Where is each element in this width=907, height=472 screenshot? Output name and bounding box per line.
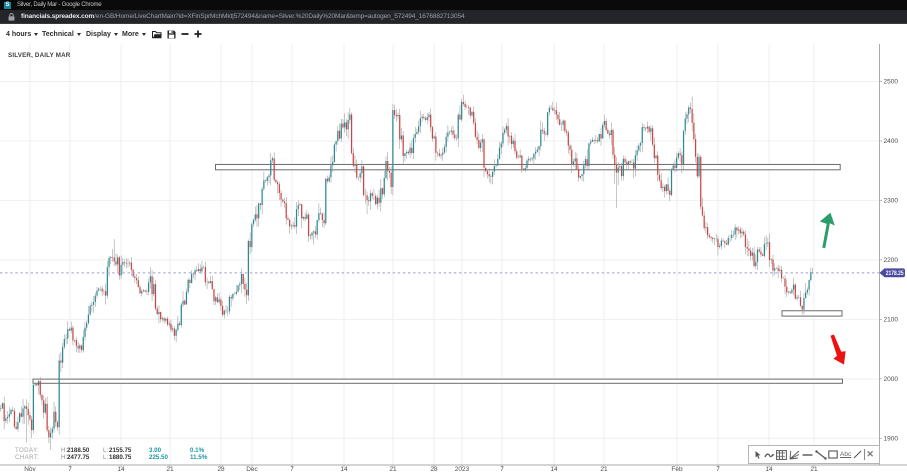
x-axis-label: 21: [166, 466, 174, 472]
current-price-badge: [879, 268, 905, 278]
menu-display[interactable]: Display: [86, 24, 118, 44]
chart-stats-row: CHART: H: 2477.75 L: 1880.75 225.50 11.5%: [0, 454, 260, 461]
menu-display-label: Display: [86, 30, 111, 38]
menu-technical-label: Technical: [42, 30, 74, 38]
horizontal-gridlines: [0, 81, 880, 439]
today-high-value: 2188.50: [67, 446, 90, 454]
chevron-down-icon: [113, 33, 118, 36]
chart-menu-bar: 4 hours Technical Display More: [0, 24, 907, 44]
rectangle-tool-icon[interactable]: [828, 446, 839, 463]
chart-change-value: 225.50: [149, 453, 168, 461]
candlestick-chart-canvas[interactable]: 2500 2400 2300 2200 2100 2000 1900 Nov 7 14 21 28 De…: [0, 44, 907, 472]
chevron-down-icon: [76, 33, 81, 36]
price-chart[interactable]: 2500 2400 2300 2200 2100 2000 1900 Nov 7 14 21 28 De…: [0, 44, 907, 472]
url-path: /en-GB/Home/LiveChartMain?id=XFinSprMchM…: [94, 13, 465, 20]
high-label: H:: [61, 453, 68, 461]
x-axis-label: 14: [550, 466, 558, 472]
curve-tool-icon[interactable]: [764, 446, 775, 463]
y-axis-label: 2400: [884, 138, 899, 145]
zoom-out-icon[interactable]: [181, 24, 189, 44]
today-label: TODAY:: [15, 446, 40, 454]
chart-symbol-label: SILVER, DAILY MAR: [8, 52, 71, 59]
x-axis-label: Nov: [24, 466, 36, 472]
open-folder-icon[interactable]: [152, 24, 162, 44]
x-axis-label: Feb: [671, 466, 683, 472]
drawing-toolbar: Abc ✕: [748, 445, 880, 464]
text-tool-icon[interactable]: Abc: [840, 451, 852, 458]
zoom-in-icon[interactable]: [194, 24, 202, 44]
menu-timeframe[interactable]: 4 hours: [6, 24, 39, 44]
resistance-zone: [215, 163, 841, 171]
low-label: L:: [103, 453, 109, 461]
y-axis-label: 2000: [884, 376, 899, 383]
today-low-value: 2155.75: [109, 446, 132, 454]
lower-support-zone: [32, 378, 843, 384]
fibonacci-grid-tool-icon[interactable]: [776, 446, 788, 463]
menu-more[interactable]: More: [122, 24, 146, 44]
x-axis-label: 2023: [455, 466, 470, 472]
fan-lines-tool-icon[interactable]: [789, 446, 800, 463]
current-price-badge-text: 2178.25: [886, 270, 904, 277]
x-axis-label: Dec: [246, 466, 258, 472]
line-tool-icon[interactable]: [853, 446, 862, 463]
x-axis-label: 14: [765, 466, 773, 472]
save-icon[interactable]: [167, 24, 176, 44]
today-change-value: 3.00: [149, 446, 162, 454]
x-axis-label: 21: [389, 466, 397, 472]
down-arrow-annotation: [830, 334, 846, 365]
toolbar-separator: [863, 449, 865, 460]
menu-timeframe-label: 4 hours: [6, 30, 32, 38]
close-toolbar-icon[interactable]: ✕: [866, 449, 874, 459]
y-axis-label: 1900: [884, 436, 899, 443]
x-axis-label: 21: [600, 466, 608, 472]
url-text[interactable]: financials.spreadex.com/en-GB/Home/LiveC…: [21, 13, 465, 20]
x-axis-label: 7: [716, 466, 720, 472]
high-label: H:: [61, 446, 68, 454]
x-axis-label: 7: [290, 466, 294, 472]
near-support-zone: [781, 310, 843, 317]
low-label: L:: [103, 446, 109, 454]
window-title: Silver, Daily Mar - Google Chrome: [17, 2, 102, 8]
down-candles: [0, 102, 814, 438]
up-candles: [1, 102, 812, 438]
site-favicon: S: [4, 1, 11, 9]
chart-change-pct: 11.5%: [190, 453, 208, 461]
browser-address-bar[interactable]: financials.spreadex.com/en-GB/Home/LiveC…: [0, 10, 907, 24]
horizontal-line-tool-icon[interactable]: [802, 446, 813, 463]
url-domain: financials.spreadex.com: [21, 13, 95, 20]
x-axis-label: 28: [430, 466, 438, 472]
chart-low-value: 1880.75: [109, 453, 132, 461]
y-axis-label: 2500: [884, 79, 899, 86]
x-axis-label: 7: [500, 466, 504, 472]
chevron-down-icon: [34, 33, 39, 36]
today-change-pct: 0.1%: [190, 446, 205, 454]
lock-icon: [8, 12, 15, 21]
chevron-down-icon: [141, 33, 146, 36]
today-stats-row: TODAY: H: 2188.50 L: 2155.75 3.00 0.1%: [0, 447, 260, 454]
up-arrow-annotation: [819, 212, 835, 249]
chart-label: CHART:: [15, 453, 40, 461]
y-axis-label: 2300: [884, 198, 899, 205]
menu-technical[interactable]: Technical: [42, 24, 81, 44]
x-axis-label: 21: [810, 466, 818, 472]
x-axis-label: 7: [68, 466, 72, 472]
x-axis-label: 28: [217, 466, 225, 472]
menu-more-label: More: [122, 30, 139, 38]
y-axis-label: 2100: [884, 317, 899, 324]
y-axis-label: 2200: [884, 257, 899, 264]
x-axis-label: 14: [117, 466, 125, 472]
trend-line-tool-icon[interactable]: [814, 446, 827, 463]
window-title-bar: S Silver, Daily Mar - Google Chrome: [0, 0, 907, 10]
chart-high-value: 2477.75: [67, 453, 90, 461]
candle-wicks: [0, 94, 813, 450]
vertical-gridlines: [29, 44, 815, 465]
pointer-tool-icon[interactable]: [754, 446, 762, 463]
x-axis-label: 14: [340, 466, 348, 472]
